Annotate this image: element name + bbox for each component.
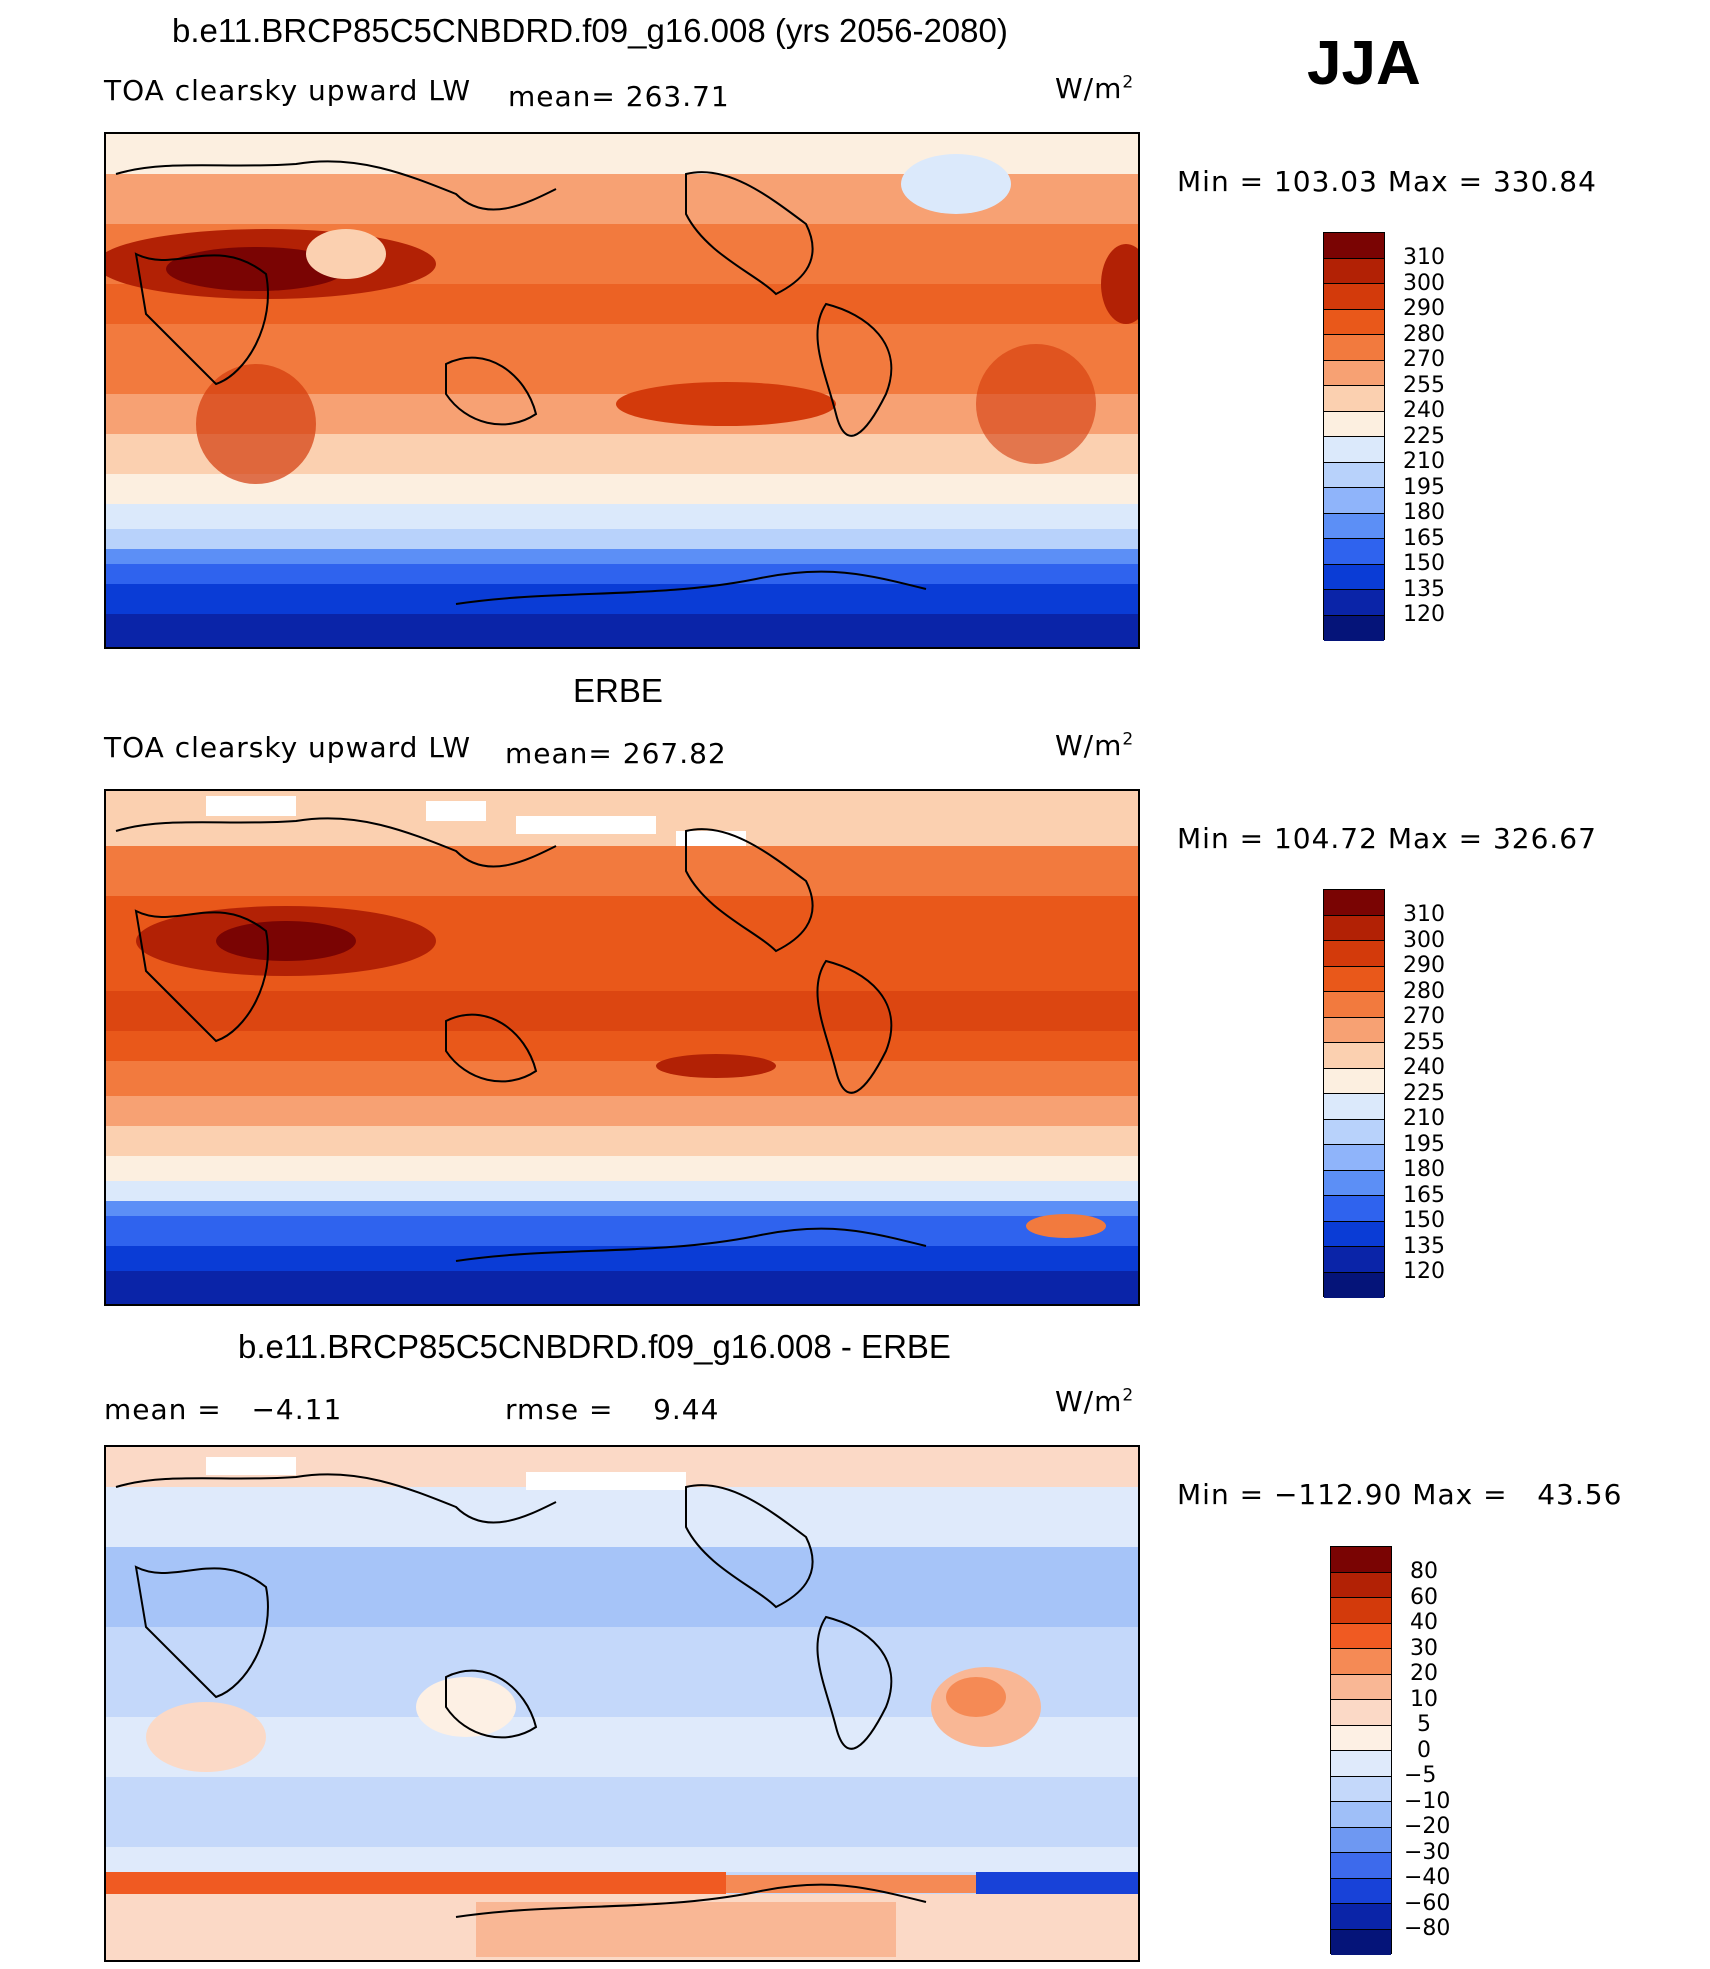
panel1-tick: 225 (1403, 424, 1445, 449)
panel1-tick: 310 (1403, 245, 1445, 270)
panel1-tick: 280 (1403, 322, 1445, 347)
panel2-tick: 135 (1403, 1234, 1445, 1259)
panel1-tick: 270 (1403, 347, 1445, 372)
panel2-tick: 225 (1403, 1081, 1445, 1106)
panel2-variable: TOA clearsky upward LW (104, 731, 472, 764)
panel2-title: ERBE (573, 672, 663, 709)
panel3-tick: −80 (1404, 1916, 1451, 1941)
panel1-title: b.e11.BRCP85C5CNBDRD.f09_g16.008 (yrs 20… (172, 12, 1008, 49)
panel3-colorbar (1330, 1546, 1392, 1955)
panel3-tick: 20 (1410, 1661, 1438, 1686)
panel3-units: W/m2 (1055, 1385, 1135, 1418)
panel2-tick: 195 (1403, 1132, 1445, 1157)
panel1-tick: 150 (1403, 551, 1445, 576)
panel3-rmse: rmse = 9.44 (505, 1393, 720, 1426)
panel3-tick: 60 (1410, 1585, 1438, 1610)
panel2-tick: 290 (1403, 953, 1445, 978)
panel3-tick: 40 (1410, 1610, 1438, 1635)
panel2-tick: 165 (1403, 1183, 1445, 1208)
panel1-tick: 195 (1403, 475, 1445, 500)
panel1-tick: 120 (1403, 602, 1445, 627)
panel2-colorbar (1323, 889, 1385, 1298)
panel1-mean: mean= 263.71 (508, 80, 730, 113)
panel2-tick: 210 (1403, 1106, 1445, 1131)
panel1-variable: TOA clearsky upward LW (104, 74, 472, 107)
panel3-tick: 30 (1410, 1636, 1438, 1661)
panel2-tick: 300 (1403, 928, 1445, 953)
panel2-tick: 280 (1403, 979, 1445, 1004)
panel3-map (104, 1445, 1140, 1962)
panel2-minmax: Min = 104.72 Max = 326.67 (1177, 822, 1597, 855)
panel2-tick: 240 (1403, 1055, 1445, 1080)
panel1-units: W/m2 (1055, 72, 1135, 105)
panel3-tick: −5 (1404, 1763, 1437, 1788)
panel3-tick: −10 (1404, 1789, 1451, 1814)
panel1-tick: 210 (1403, 449, 1445, 474)
panel1-tick: 240 (1403, 398, 1445, 423)
panel2-tick: 310 (1403, 902, 1445, 927)
panel3-mean: mean = −4.11 (104, 1393, 343, 1426)
panel1-tick: 300 (1403, 271, 1445, 296)
season-label: JJA (1307, 29, 1421, 98)
panel2-tick: 270 (1403, 1004, 1445, 1029)
panel1-tick: 165 (1403, 526, 1445, 551)
panel1-tick: 290 (1403, 296, 1445, 321)
panel1-tick: 135 (1403, 577, 1445, 602)
panel3-tick: −60 (1404, 1891, 1451, 1916)
panel1-map (104, 132, 1140, 649)
panel3-tick: 0 (1417, 1738, 1431, 1763)
panel2-tick: 180 (1403, 1157, 1445, 1182)
panel2-units: W/m2 (1055, 729, 1135, 762)
panel2-tick: 150 (1403, 1208, 1445, 1233)
panel3-tick: −20 (1404, 1814, 1451, 1839)
panel2-tick: 255 (1403, 1030, 1445, 1055)
panel3-tick: −30 (1404, 1840, 1451, 1865)
panel3-tick: 80 (1410, 1559, 1438, 1584)
panel2-mean: mean= 267.82 (505, 737, 727, 770)
panel2-map (104, 789, 1140, 1306)
panel1-colorbar (1323, 232, 1385, 641)
panel3-minmax: Min = −112.90 Max = 43.56 (1177, 1478, 1623, 1511)
panel3-tick: −40 (1404, 1865, 1451, 1890)
panel1-tick: 180 (1403, 500, 1445, 525)
panel2-tick: 120 (1403, 1259, 1445, 1284)
panel3-title: b.e11.BRCP85C5CNBDRD.f09_g16.008 - ERBE (238, 1328, 951, 1365)
panel1-minmax: Min = 103.03 Max = 330.84 (1177, 165, 1597, 198)
panel1-tick: 255 (1403, 373, 1445, 398)
panel3-tick: 10 (1410, 1687, 1438, 1712)
panel3-tick: 5 (1417, 1712, 1431, 1737)
